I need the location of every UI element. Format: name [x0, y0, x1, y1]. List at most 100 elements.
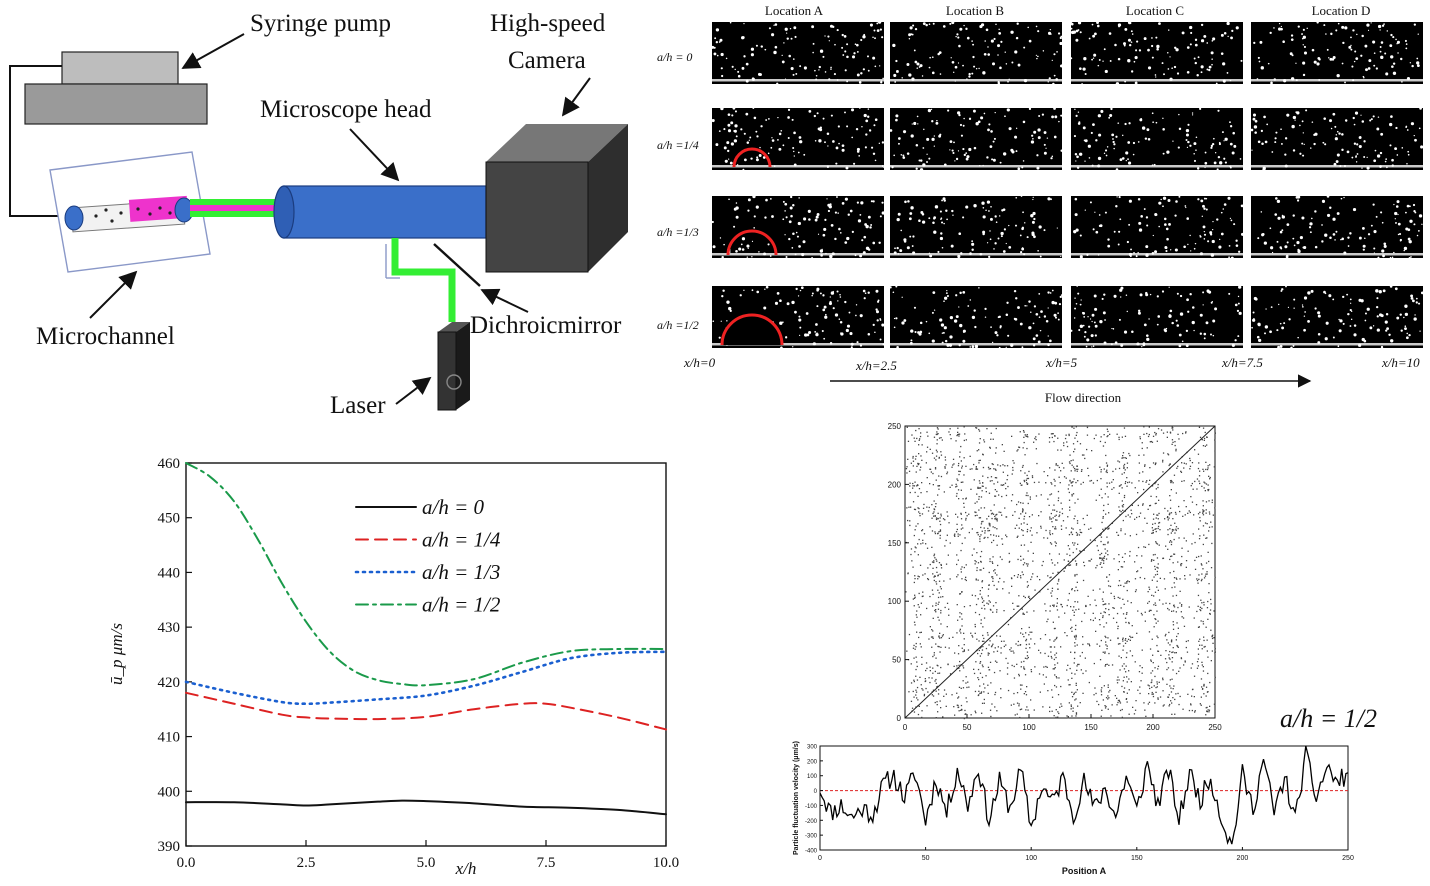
y-tick-label: 450: [158, 511, 181, 527]
fluc-x-tick-label: 50: [922, 855, 930, 862]
piv-cell: [1250, 107, 1424, 172]
velocity-line-chart: 0.0 2.5 5.0 7.5 10.0 390 400 410 420 430 440 450 460…: [107, 456, 679, 878]
fluc-x-tick-label: 150: [1131, 855, 1143, 862]
column-header-location-d: Location D: [1312, 3, 1371, 18]
setup-diagram: Syringe pump Microchannel: [9, 10, 628, 419]
x-tick-label: 0.0: [177, 855, 196, 871]
row-label-a-h-1-2: a/h =1/2: [657, 318, 699, 332]
legend-entry: a/h = 0: [422, 495, 485, 519]
y-tick-label: 390: [158, 839, 181, 855]
series-line: [184, 650, 668, 706]
microscope-head: [273, 185, 487, 239]
high-speed-camera: [485, 124, 628, 273]
rec-y-tick-label: 150: [888, 539, 902, 548]
syringe-pump-arrow: [181, 33, 245, 69]
piv-cell: [1070, 285, 1243, 348]
position-label-x-h-2-5: x/h=2.5: [855, 358, 897, 373]
row-label-a-h-0: a/h = 0: [657, 50, 692, 64]
supply-tube: [9, 65, 66, 217]
rec-y-tick-label: 50: [892, 656, 901, 665]
microscope-arrow: [349, 128, 400, 182]
fluc-x-tick-label: 0: [818, 855, 822, 862]
column-header-location-a: Location A: [765, 3, 824, 18]
rec-x-tick-label: 0: [903, 723, 908, 732]
piv-image-grid: Location A Location B Location C Locatio…: [657, 3, 1424, 405]
dichroic-arrow: [480, 288, 529, 313]
legend-entry: a/h = 1/2: [422, 593, 501, 617]
x-tick-label: 7.5: [537, 855, 556, 871]
velocity-y-axis-label: ū_p μm/s: [107, 623, 126, 685]
fluc-x-tick-label: 250: [1342, 855, 1354, 862]
legend-entry: a/h = 1/4: [422, 528, 501, 552]
rec-x-tick-label: 200: [1146, 723, 1160, 732]
fluc-y-tick-label: -100: [805, 804, 818, 810]
laser-arrow: [395, 376, 432, 405]
fluc-y-tick-label: 300: [807, 745, 818, 751]
piv-cells: [711, 20, 1424, 350]
tracer-particles: [94, 206, 172, 223]
piv-cell: [1251, 285, 1424, 349]
velocity-x-axis-label: x/h: [455, 859, 477, 878]
legend-entry: a/h = 1/3: [422, 560, 500, 584]
y-tick-label: 460: [158, 456, 181, 472]
rec-y-tick-label: 250: [888, 422, 902, 431]
column-header-location-b: Location B: [946, 3, 1004, 18]
rec-y-tick-label: 0: [897, 714, 902, 723]
camera-label-line2: Camera: [508, 47, 586, 74]
laser-beam: [190, 199, 280, 217]
microchannel-arrow: [89, 270, 138, 319]
fluc-x-tick-label: 200: [1237, 855, 1249, 862]
series-line: [185, 691, 667, 731]
fluc-y-tick-label: -300: [805, 834, 818, 840]
fluctuation-plot-frame: [819, 745, 1349, 851]
fluc-y-tick-label: -400: [805, 849, 818, 855]
position-label-x-h-5: x/h=5: [1045, 355, 1078, 370]
dichroic-mirror-label: Dichroicmirror: [470, 312, 622, 339]
fluctuation-x-axis-label: Position A: [1062, 866, 1107, 876]
velocity-series-lines: [184, 462, 668, 816]
obstacle-outline: [720, 313, 784, 346]
piv-cell: [889, 285, 1063, 349]
y-tick-label: 430: [158, 620, 181, 636]
rec-y-tick-label: 200: [888, 480, 902, 489]
fluctuation-line: [819, 745, 1349, 846]
position-label-x-h-10: x/h=10: [1381, 355, 1420, 370]
y-tick-label: 420: [158, 675, 181, 691]
row-label-a-h-1-3: a/h =1/3: [657, 225, 699, 239]
fluc-x-tick-label: 100: [1025, 855, 1037, 862]
recurrence-axis-ticks: 0 50 100 150 200 250 0 50 100 150 200 250: [888, 422, 1223, 732]
x-tick-label: 2.5: [297, 855, 316, 871]
recurrence-diagonal: [904, 425, 1216, 719]
camera-label-line1: High-speed: [490, 10, 606, 37]
x-tick-label: 10.0: [653, 855, 679, 871]
rec-y-tick-label: 100: [888, 597, 902, 606]
series-line: [185, 799, 667, 816]
piv-cell: [1251, 21, 1423, 85]
microchannel-chip: [49, 151, 211, 273]
microscope-head-label: Microscope head: [260, 96, 432, 123]
piv-cell: [890, 21, 1064, 86]
piv-cell: [1251, 195, 1423, 259]
piv-cell: [890, 195, 1062, 259]
fluid-region: [128, 195, 189, 222]
camera-arrow: [561, 77, 591, 117]
velocity-legend: a/h = 0 a/h = 1/4 a/h = 1/3 a/h = 1/2: [354, 495, 501, 617]
obstacle-outline: [726, 229, 778, 256]
recurrence-plot: 0 50 100 150 200 250 0 50 100 150 200 250: [888, 422, 1223, 732]
syringe-pump-label: Syringe pump: [250, 10, 391, 37]
piv-cell: [1070, 20, 1243, 86]
series-line: [185, 462, 667, 687]
piv-cell: [711, 106, 885, 171]
fluctuation-series: [819, 745, 1349, 846]
syringe-pump: [24, 51, 208, 125]
rec-x-tick-label: 250: [1208, 723, 1222, 732]
fluc-y-tick-label: 100: [807, 774, 818, 780]
flow-direction-label: Flow direction: [1045, 390, 1122, 405]
x-tick-label: 5.0: [417, 855, 436, 871]
laser-path: [385, 238, 456, 322]
fluctuation-y-axis-label: Particle fluctuation velocity (μm/s): [793, 741, 800, 855]
row-label-a-h-1-4: a/h =1/4: [657, 138, 699, 152]
y-tick-label: 400: [158, 784, 181, 800]
position-label-x-h-7-5: x/h=7.5: [1221, 355, 1263, 370]
